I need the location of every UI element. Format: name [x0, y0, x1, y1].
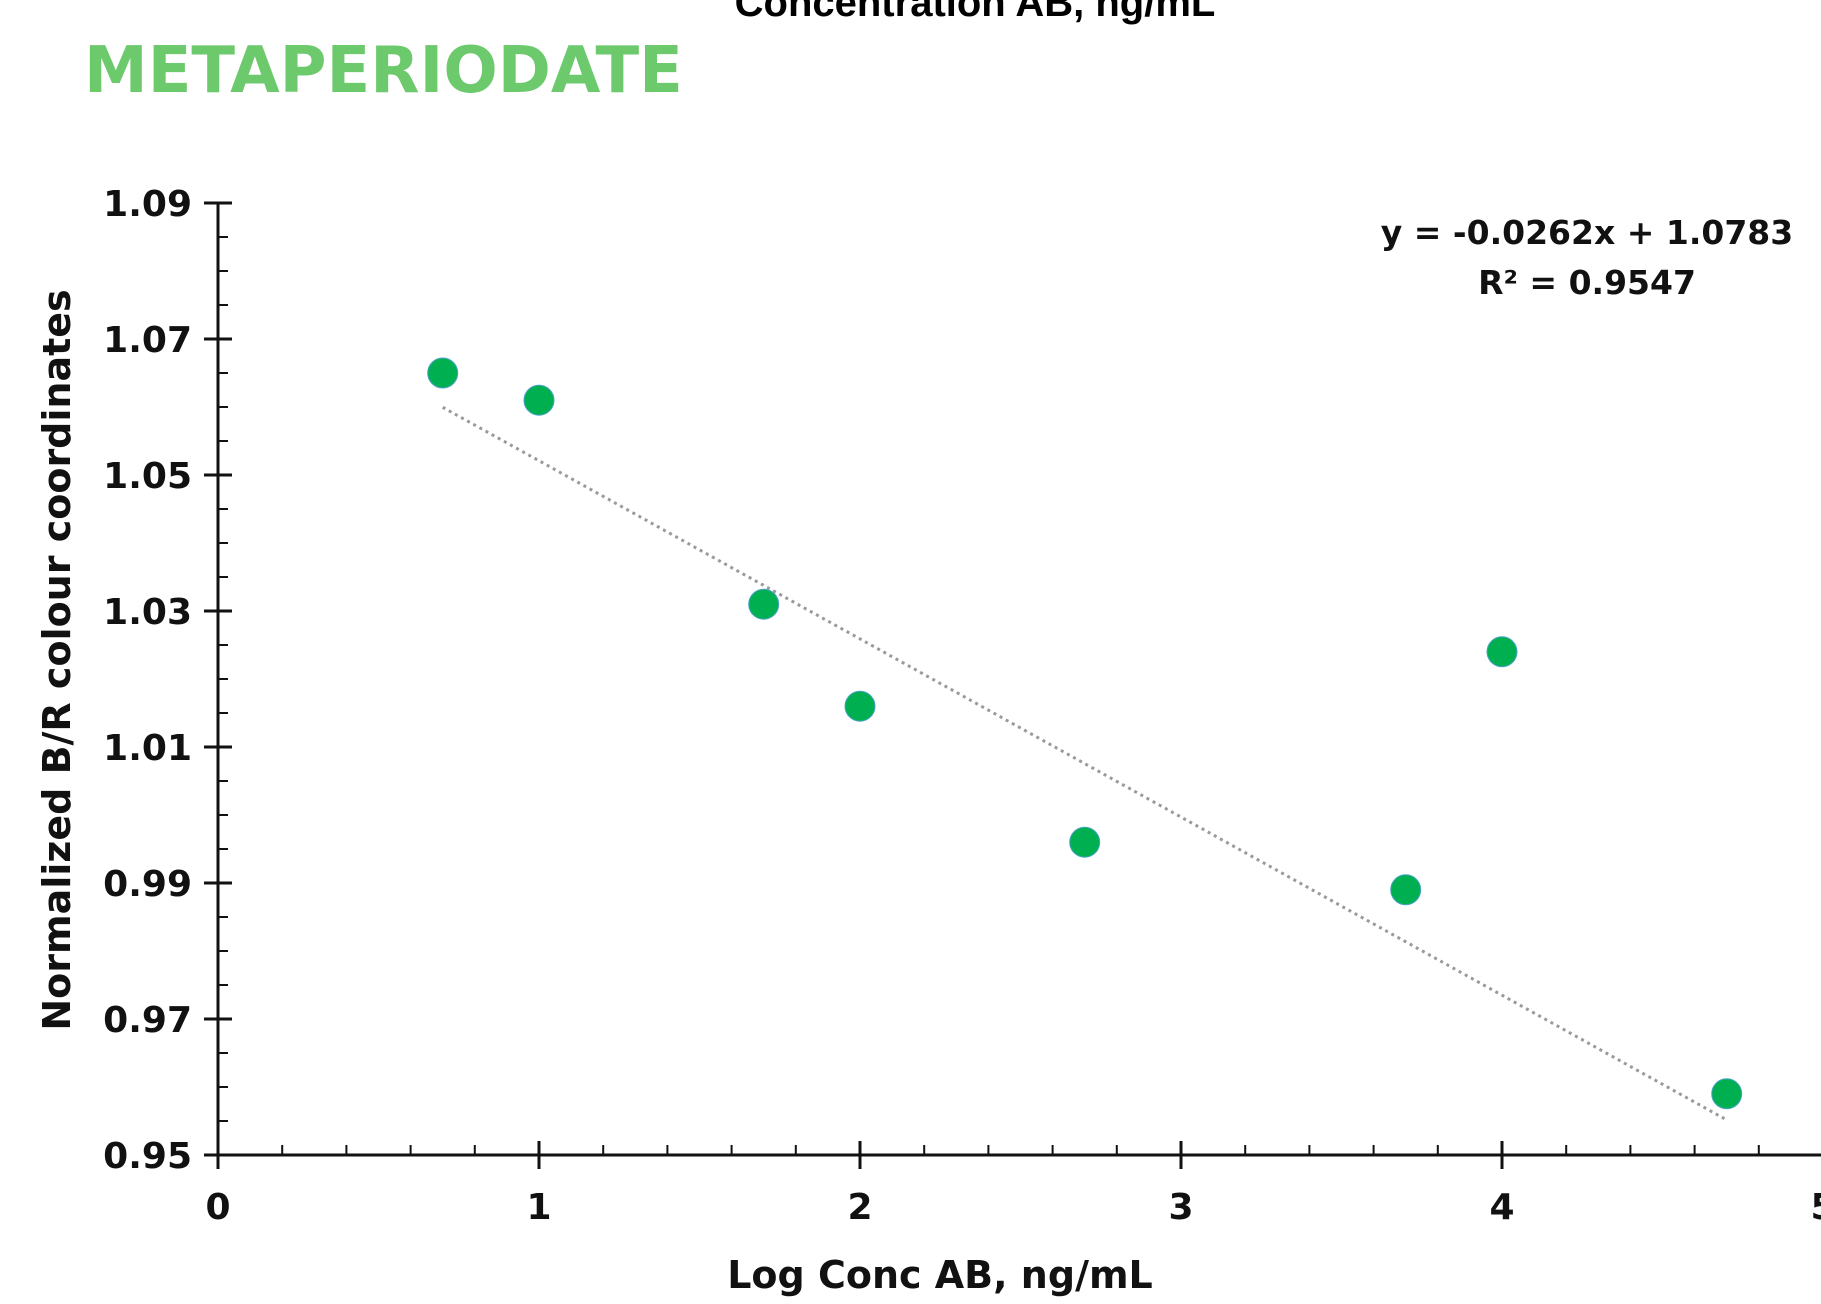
x-tick-label: 5: [1810, 1187, 1821, 1228]
y-tick-label: 1.01: [103, 728, 192, 769]
data-point: [749, 589, 779, 619]
trendline: [443, 407, 1727, 1120]
y-tick-label: 1.03: [103, 592, 192, 633]
y-tick-label: 0.99: [103, 864, 192, 905]
data-point: [1391, 875, 1421, 905]
x-axis-title: Log Conc AB, ng/mL: [727, 1253, 1153, 1297]
y-axis-title: Normalized B/R colour coordinates: [35, 289, 79, 1030]
y-tick-label: 0.97: [103, 1000, 192, 1041]
data-point: [845, 691, 875, 721]
trendline-layer: [443, 407, 1727, 1120]
y-tick-label: 1.05: [103, 456, 192, 497]
x-tick-label: 1: [526, 1187, 551, 1228]
x-tick-label: 4: [1489, 1187, 1514, 1228]
data-point: [1070, 827, 1100, 857]
y-tick-label: 1.09: [103, 184, 192, 225]
trendline-equation: y = -0.0262x + 1.0783: [1381, 213, 1793, 252]
y-tick-label: 0.95: [103, 1136, 192, 1177]
data-point: [1487, 637, 1517, 667]
axes: [204, 203, 1821, 1169]
y-tick-label: 1.07: [103, 320, 192, 361]
reagent-label: METAPERIODATE: [84, 34, 683, 108]
x-tick-label: 3: [1168, 1187, 1193, 1228]
trendline-r-squared: R² = 0.9547: [1478, 263, 1696, 302]
cut-off-title: Concentration AB, ng/mL: [735, 0, 1216, 25]
data-point: [428, 358, 458, 388]
tick-labels: 0.95 0.97 0.99 1.01 1.03 1.05 1.07 1.09 0 1 2 3 4 5: [103, 184, 1821, 1228]
x-tick-label: 0: [205, 1187, 230, 1228]
data-points-layer: [428, 358, 1742, 1109]
x-tick-label: 2: [847, 1187, 872, 1228]
data-point: [524, 385, 554, 415]
data-point: [1712, 1079, 1742, 1109]
